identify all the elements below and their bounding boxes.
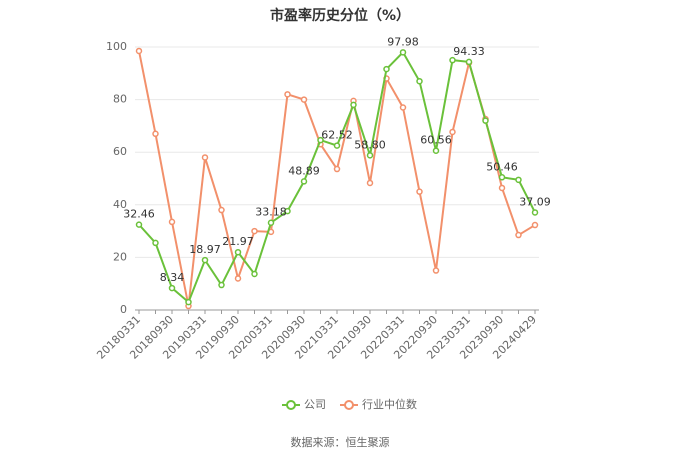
series-line [138,50,536,307]
data-point [251,270,258,278]
data-point [531,221,539,229]
data-point [515,176,522,184]
data-point [218,281,225,289]
legend-marker[interactable] [344,400,354,410]
data-label: 33.18 [255,206,287,219]
data-point [399,104,407,111]
y-tick-label: 40 [113,198,127,211]
data-point [300,96,308,103]
data-label: 94.33 [453,45,485,58]
data-label: 18.97 [189,243,221,256]
data-point [300,178,308,185]
data-point [515,231,522,239]
data-label: 32.46 [123,208,155,221]
data-point [465,58,473,66]
data-point [333,142,341,149]
legend-label[interactable]: 公司 [304,398,326,411]
data-point [498,174,506,181]
data-point [399,49,407,56]
data-point [333,165,341,173]
data-point [152,239,159,247]
data-point [168,218,176,226]
data-point [416,77,423,85]
data-point [234,275,242,282]
data-point [135,221,143,228]
data-point [449,128,456,136]
data-point [185,298,192,306]
legend-marker[interactable] [286,400,296,410]
series-line [138,50,536,304]
data-point [168,284,176,292]
data-point [531,209,539,216]
data-point [383,65,390,73]
legend-label[interactable]: 行业中位数 [362,397,417,411]
data-label: 8.34 [160,271,185,284]
y-tick-label: 100 [106,40,127,53]
data-label: 97.98 [387,35,419,48]
data-label: 58.80 [354,138,386,151]
data-point [482,117,489,124]
data-point [152,130,159,138]
data-point [135,47,143,55]
data-point [449,56,456,64]
data-point [366,179,374,187]
data-point [432,147,440,154]
y-tick-label: 60 [113,145,127,158]
data-point [201,154,209,161]
data-point [218,206,225,214]
y-tick-label: 0 [120,303,127,316]
data-label: 50.46 [486,160,518,173]
data-label: 62.52 [321,129,353,142]
data-point [234,248,242,256]
data-point [251,227,258,235]
data-point [416,188,423,195]
source-note: 数据来源：恒生聚源 [291,435,390,449]
data-point [284,91,291,98]
data-label: 21.97 [222,235,254,248]
data-point [350,101,357,109]
data-point [498,184,506,192]
data-label: 37.09 [519,195,551,208]
chart-title: 市盈率历史分位（%） [270,7,410,24]
data-label: 48.89 [288,164,320,177]
data-label: 60.56 [420,134,452,147]
data-point [366,152,374,159]
y-tick-label: 20 [113,250,127,263]
data-point [432,267,440,274]
data-point [317,136,324,144]
data-point [201,256,209,264]
y-tick-label: 80 [113,93,127,106]
data-point [284,207,291,215]
data-point [267,219,275,226]
